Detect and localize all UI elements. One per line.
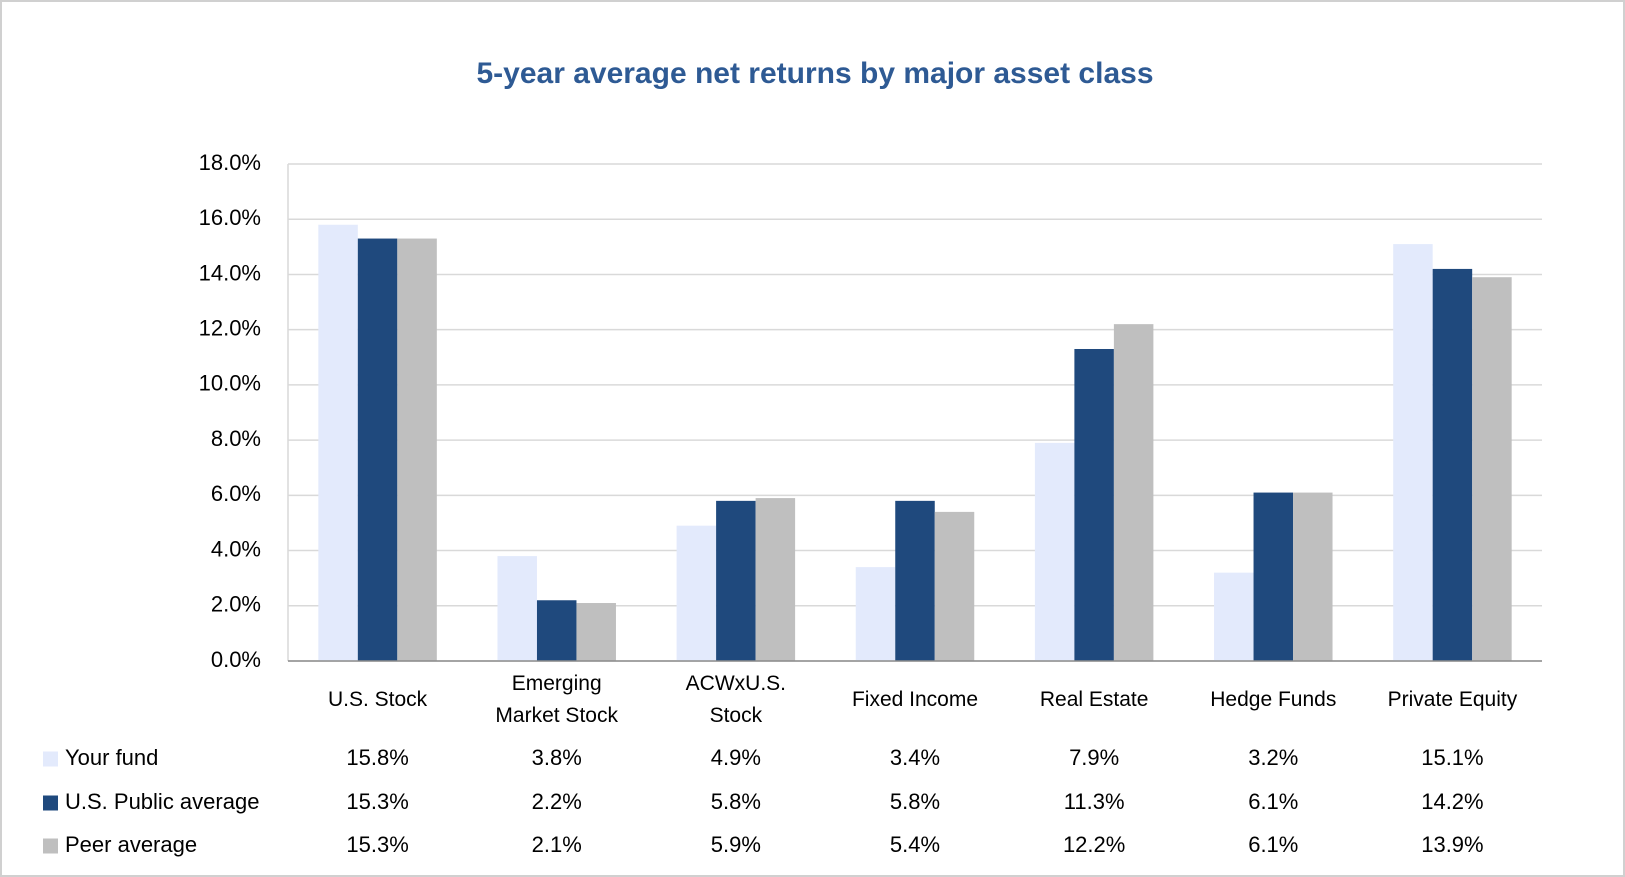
bar xyxy=(576,603,616,661)
table-value: 15.1% xyxy=(1421,745,1483,770)
bar xyxy=(676,525,717,661)
bar xyxy=(1432,268,1473,661)
table-value: 14.2% xyxy=(1421,789,1483,814)
table-value: 15.3% xyxy=(346,832,408,857)
table-value: 12.2% xyxy=(1063,832,1125,857)
bar xyxy=(497,556,537,661)
bar xyxy=(536,600,577,661)
bar xyxy=(1074,348,1114,661)
table-value: 5.8% xyxy=(711,789,761,814)
table-value: 13.9% xyxy=(1421,832,1483,857)
bar xyxy=(1034,442,1075,661)
y-tick-label: 12.0% xyxy=(199,315,261,340)
table-value: 3.8% xyxy=(532,745,582,770)
table-value: 2.2% xyxy=(532,789,582,814)
table-value: 4.9% xyxy=(711,745,761,770)
bar xyxy=(1472,277,1512,661)
legend-label: U.S. Public average xyxy=(65,789,259,814)
bar xyxy=(934,511,975,661)
table-value: 15.8% xyxy=(346,745,408,770)
x-tick-label: Emerging Market Stock xyxy=(495,672,618,727)
x-tick-label: Fixed Income xyxy=(851,688,979,711)
x-tick-label: U.S. Stock xyxy=(327,688,428,711)
chart-title: 5-year average net returns by major asse… xyxy=(476,57,1153,90)
bar xyxy=(1393,244,1433,662)
table-value: 2.1% xyxy=(532,832,582,857)
y-tick-label: 4.0% xyxy=(211,536,261,561)
x-tick-label: Hedge Funds xyxy=(1210,688,1337,711)
table-value: 11.3% xyxy=(1064,789,1125,814)
bar xyxy=(1214,572,1254,661)
y-tick-label: 16.0% xyxy=(199,205,261,230)
bar xyxy=(357,238,398,662)
x-tick-label: Real Estate xyxy=(1039,688,1149,711)
bar xyxy=(755,498,796,661)
x-tick-label: Private Equity xyxy=(1387,688,1518,711)
legend-label: Peer average xyxy=(65,832,197,857)
table-value: 15.3% xyxy=(346,789,408,814)
bar xyxy=(1293,492,1333,661)
y-tick-label: 18.0% xyxy=(199,150,261,175)
legend-swatch xyxy=(43,838,58,854)
y-tick-label: 8.0% xyxy=(211,426,261,451)
table-value: 5.4% xyxy=(890,832,940,857)
bar xyxy=(716,500,756,661)
y-tick-label: 14.0% xyxy=(199,260,261,285)
bar xyxy=(1253,492,1294,661)
y-tick-label: 2.0% xyxy=(211,592,261,617)
y-tick-label: 10.0% xyxy=(199,371,261,396)
bar xyxy=(397,238,437,662)
bar xyxy=(318,224,358,661)
bar xyxy=(855,567,896,661)
table-value: 7.9% xyxy=(1069,745,1119,770)
table-value: 3.4% xyxy=(890,745,940,770)
x-tick-label: ACWxU.S. Stock xyxy=(685,672,787,727)
bar xyxy=(1113,324,1154,661)
table-value: 3.2% xyxy=(1248,745,1298,770)
legend-label: Your fund xyxy=(65,745,158,770)
table-value: 6.1% xyxy=(1248,832,1298,857)
table-value: 5.9% xyxy=(711,832,761,857)
y-tick-label: 6.0% xyxy=(211,481,261,506)
legend-swatch xyxy=(43,751,58,767)
bar xyxy=(895,500,935,661)
table-value: 5.8% xyxy=(890,789,940,814)
legend-swatch xyxy=(43,795,58,811)
y-tick-label: 0.0% xyxy=(211,647,261,672)
table-value: 6.1% xyxy=(1248,789,1298,814)
